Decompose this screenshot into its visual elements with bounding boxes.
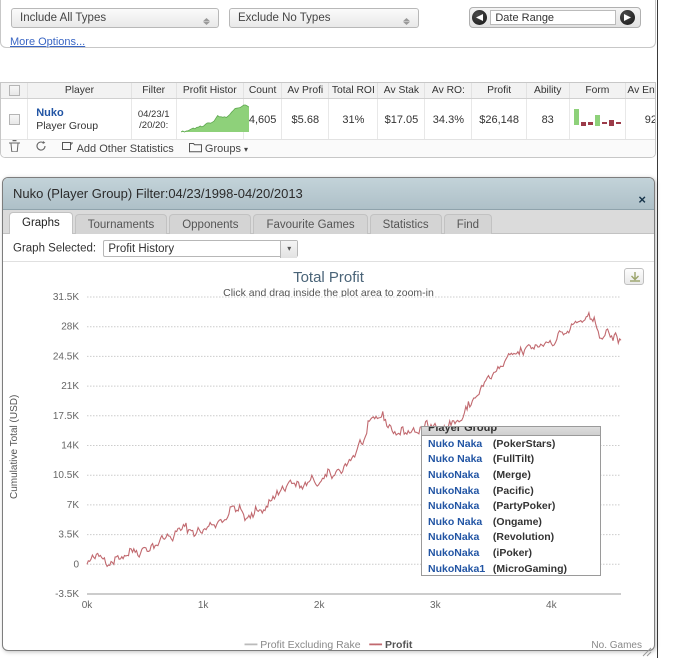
svg-text:0k: 0k xyxy=(82,600,94,611)
svg-text:0: 0 xyxy=(73,559,79,570)
svg-text:-3.5K: -3.5K xyxy=(55,589,79,600)
svg-text:1k: 1k xyxy=(198,600,210,611)
svg-text:21K: 21K xyxy=(61,381,79,392)
svg-text:17.5K: 17.5K xyxy=(53,411,79,422)
svg-text:14K: 14K xyxy=(61,441,79,452)
svg-text:24.5K: 24.5K xyxy=(53,351,79,362)
svg-text:3k: 3k xyxy=(430,600,442,611)
svg-text:4k: 4k xyxy=(546,600,558,611)
svg-text:10.5K: 10.5K xyxy=(53,470,79,481)
svg-text:3.5K: 3.5K xyxy=(58,530,79,541)
svg-text:28K: 28K xyxy=(61,322,79,333)
svg-text:2k: 2k xyxy=(314,600,326,611)
svg-text:7K: 7K xyxy=(67,500,80,511)
svg-text:31.5K: 31.5K xyxy=(53,292,79,303)
